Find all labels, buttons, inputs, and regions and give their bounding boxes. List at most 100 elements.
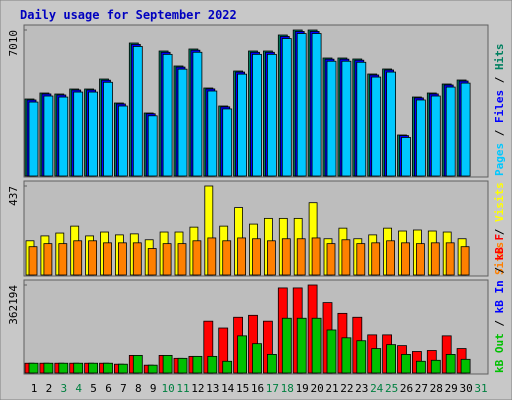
- y-tick-label: 362194: [7, 285, 20, 325]
- legend-separator: /: [493, 222, 506, 242]
- legend: Pages / Files / Hits: [493, 44, 506, 177]
- x-tick-label: 21: [325, 382, 338, 395]
- bar: [281, 38, 292, 177]
- bar: [73, 362, 84, 374]
- bar: [266, 354, 277, 374]
- legend-entry: kB Out: [493, 333, 506, 373]
- bar: [88, 240, 97, 276]
- bar: [266, 240, 276, 276]
- bar: [118, 363, 128, 374]
- bar: [311, 317, 322, 374]
- x-tick-label: 24: [370, 382, 384, 395]
- bar: [132, 354, 143, 374]
- chart-title: Daily usage for September 2022: [20, 8, 237, 22]
- bar: [252, 343, 262, 374]
- bar: [28, 246, 38, 276]
- x-tick-label: 6: [105, 382, 112, 395]
- bar: [222, 240, 232, 276]
- x-tick-label: 8: [135, 382, 142, 395]
- bar: [237, 237, 247, 276]
- bar: [237, 73, 248, 177]
- bar: [415, 360, 426, 374]
- bar: [58, 96, 69, 177]
- bar: [103, 242, 112, 276]
- y-tick-label: 7010: [7, 30, 20, 57]
- bar: [192, 240, 202, 276]
- bar: [326, 243, 336, 276]
- x-tick-label: 23: [355, 382, 368, 395]
- x-tick-label: 7: [120, 382, 127, 395]
- bar: [162, 243, 172, 276]
- x-tick-label: 31: [474, 382, 487, 395]
- bar: [222, 108, 233, 177]
- bar: [103, 362, 113, 374]
- bar: [460, 358, 471, 374]
- bar: [192, 51, 203, 177]
- bar: [252, 53, 262, 177]
- bar: [28, 101, 39, 177]
- bar: [371, 76, 382, 177]
- bar: [445, 86, 456, 177]
- bar: [386, 240, 396, 276]
- bar: [43, 95, 54, 177]
- y-tick-label: 437: [7, 186, 20, 206]
- bar: [371, 348, 382, 374]
- bar: [207, 355, 218, 374]
- bar: [177, 243, 187, 276]
- bar: [415, 99, 426, 177]
- x-tick-label: 15: [236, 382, 249, 395]
- bar: [192, 355, 203, 374]
- bar: [118, 242, 127, 276]
- x-tick-label: 13: [206, 382, 219, 395]
- x-tick-label: 2: [46, 382, 53, 395]
- bar: [58, 362, 69, 374]
- bar: [162, 354, 173, 374]
- bar: [341, 337, 352, 374]
- bar: [386, 344, 397, 374]
- bar: [73, 91, 84, 177]
- bar: [281, 317, 292, 374]
- x-tick-label: 3: [60, 382, 67, 395]
- bar: [58, 243, 68, 276]
- legend-entry: Pages: [493, 143, 506, 176]
- x-tick-label: 19: [296, 382, 309, 395]
- x-tick-label: 18: [281, 382, 294, 395]
- bar: [356, 340, 367, 374]
- bar: [177, 357, 188, 374]
- bar: [341, 60, 352, 177]
- bar: [147, 364, 158, 374]
- x-tick-label: 4: [75, 382, 82, 395]
- bar: [326, 329, 337, 374]
- bar: [341, 239, 351, 276]
- bar: [147, 115, 158, 177]
- x-tick-label: 20: [310, 382, 323, 395]
- bar: [88, 362, 98, 374]
- x-tick-label: 27: [415, 382, 428, 395]
- bar: [266, 53, 277, 177]
- bar: [296, 317, 307, 374]
- x-tick-label: 10: [161, 382, 174, 395]
- bar: [460, 82, 471, 177]
- legend-separator: /: [493, 313, 506, 333]
- x-tick-label: 12: [191, 382, 204, 395]
- bar: [460, 246, 470, 276]
- bar: [43, 362, 54, 374]
- bar: [103, 81, 113, 177]
- x-tick-label: 11: [176, 382, 189, 395]
- bar: [237, 335, 248, 374]
- x-tick-label: 1: [31, 382, 38, 395]
- bar: [207, 90, 218, 177]
- bar: [252, 238, 261, 276]
- bar: [177, 68, 188, 177]
- bar: [162, 53, 173, 177]
- x-tick-label: 14: [221, 382, 235, 395]
- bar: [73, 240, 83, 276]
- x-tick-label: 28: [430, 382, 443, 395]
- legend: Sites / Visits: [493, 182, 506, 275]
- bar: [43, 243, 53, 276]
- x-tick-label: 22: [340, 382, 353, 395]
- bar: [222, 360, 233, 374]
- bar: [445, 354, 456, 374]
- bar: [401, 354, 411, 374]
